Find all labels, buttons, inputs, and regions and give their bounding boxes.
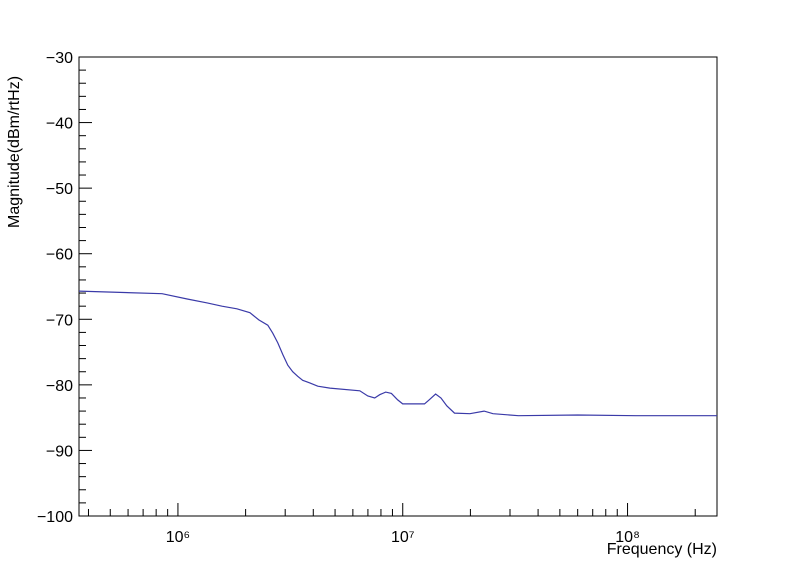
y-tick-label: −50 — [46, 181, 73, 198]
plot-frame — [78, 56, 718, 517]
x-tick-label: 10⁷ — [391, 529, 415, 546]
x-axis-title: Frequency (Hz) — [607, 541, 717, 558]
data-line — [78, 290, 717, 417]
y-axis-title: Magnitude(dBm/rtHz) — [6, 76, 23, 228]
y-tick-label: −90 — [46, 443, 73, 460]
y-tick-label: −30 — [46, 50, 73, 67]
x-tick-label: 10⁸ — [615, 529, 640, 546]
y-tick-label: −80 — [46, 378, 73, 395]
y-tick-label: −70 — [46, 312, 73, 329]
y-tick-label: −40 — [46, 116, 73, 133]
y-tick-label: −60 — [46, 247, 73, 264]
x-tick-label: 10⁶ — [166, 529, 190, 546]
y-tick-label: −100 — [37, 509, 73, 526]
